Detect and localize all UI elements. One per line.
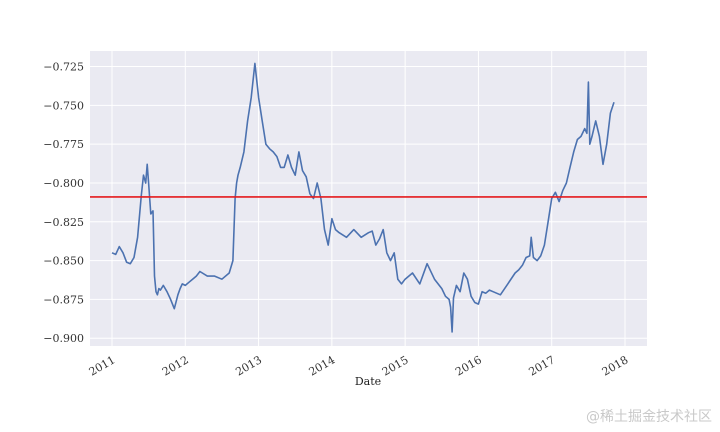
y-gridlines: [90, 66, 647, 339]
watermark: @稀土掘金技术社区: [586, 409, 712, 425]
y-tick-label: −0.825: [43, 216, 84, 229]
x-tick-label: 2015: [380, 353, 411, 378]
y-tick-label: −0.775: [43, 138, 84, 151]
series-line: [111, 62, 615, 333]
y-tick-label: −0.850: [43, 255, 84, 268]
plot-area: [90, 51, 647, 346]
x-tick-label: 2014: [307, 353, 338, 378]
x-axis-label: Date: [355, 375, 381, 388]
y-tick-label: −0.875: [43, 293, 84, 306]
x-tick-label: 2017: [526, 353, 557, 378]
y-tick-label: −0.800: [43, 177, 84, 190]
y-tick-label: −0.900: [43, 332, 84, 345]
x-tick-label: 2016: [453, 353, 484, 378]
x-tick-label: 2013: [233, 353, 264, 378]
y-tick-label: −0.750: [43, 99, 84, 112]
x-tick-label: 2011: [87, 353, 118, 378]
x-tick-label: 2018: [600, 353, 631, 378]
y-tick-label: −0.725: [43, 61, 84, 74]
x-tick-label: 2012: [160, 353, 191, 378]
y-tick-labels: −0.725 −0.750 −0.775 −0.800 −0.825 −0.850 −0.8…: [43, 61, 84, 346]
